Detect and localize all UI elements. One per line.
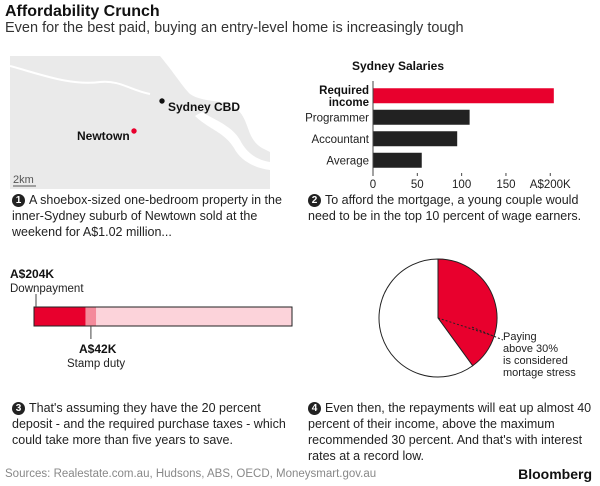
annotation-line-1: Paying	[503, 331, 537, 343]
suburb-label: Newtown	[77, 129, 130, 143]
stamp-duty-label: Stamp duty	[67, 358, 125, 370]
annotation-line-3: is considered	[503, 355, 568, 367]
map-panel: Sydney CBD Newtown 2km	[10, 56, 270, 189]
x-tick-label-2: 100	[452, 179, 471, 191]
downpayment-value: A$204K	[10, 267, 54, 281]
caption-1-text: A shoebox-sized one-bedroom property in …	[12, 193, 282, 239]
caption-4-number: 4	[308, 402, 321, 415]
threshold-line	[437, 317, 495, 337]
x-tick-label-4: A$200K	[530, 179, 571, 191]
category-label-0-line-2: income	[329, 97, 369, 109]
caption-1-number: 1	[12, 194, 25, 207]
cost-stacked-bar: A$204K Downpayment A$42K Stamp duty	[10, 267, 293, 370]
downpayment-label: Downpayment	[10, 283, 84, 295]
caption-4-text: Even then, the repayments will eat up al…	[308, 401, 592, 463]
chart-title: Affordability Crunch	[5, 3, 160, 20]
x-tick-label-0: 0	[370, 179, 376, 191]
map-river	[10, 65, 151, 95]
scale-label: 2km	[13, 174, 34, 186]
annotation-line-2: above 30%	[503, 343, 558, 355]
category-label-0-line-1: Required	[319, 85, 369, 97]
map-water	[160, 56, 270, 152]
x-tick-label-1: 50	[411, 179, 424, 191]
bar-2	[373, 131, 458, 147]
x-tick-label-3: 150	[496, 179, 515, 191]
sources-note: Sources: Realestate.com.au, Hudsons, ABS…	[5, 468, 377, 480]
caption-3: 3 That's assuming they have the 20 percen…	[12, 400, 297, 448]
caption-4: 4 Even then, the repayments will eat up a…	[308, 400, 593, 464]
annotation-line-4: mortage stress	[503, 367, 576, 379]
category-label-3: Average	[326, 155, 369, 167]
pie-slice-0	[437, 258, 498, 367]
bar-0	[373, 88, 554, 104]
caption-2-text: To afford the mortgage, a young couple w…	[308, 193, 582, 223]
salary-chart-title: Sydney Salaries	[352, 59, 444, 73]
map-svg: Sydney CBD Newtown 2km	[10, 56, 270, 189]
category-label-1: Programmer	[305, 112, 369, 124]
cbd-label: Sydney CBD	[168, 100, 240, 114]
brand-logo: Bloomberg	[518, 466, 592, 482]
bar-3	[373, 152, 422, 168]
chart-subtitle: Even for the best paid, buying an entry-…	[5, 20, 464, 36]
stack-segment-0	[34, 307, 86, 326]
bar-1	[373, 109, 470, 125]
caption-3-number: 3	[12, 402, 25, 415]
stamp-duty-value: A$42K	[79, 342, 117, 356]
stack-segment-1	[85, 307, 97, 326]
caption-3-text: That's assuming they have the 20 percent…	[12, 401, 286, 447]
stack-outline	[33, 306, 293, 327]
caption-2: 2 To afford the mortgage, a young couple …	[308, 192, 583, 224]
caption-2-number: 2	[308, 194, 321, 207]
category-label-2: Accountant	[311, 134, 369, 146]
map-water-channel	[195, 112, 270, 170]
pie-slice-1	[378, 258, 474, 378]
stack-segment-2	[96, 307, 292, 326]
suburb-marker	[131, 128, 137, 134]
annotation-leader	[471, 326, 504, 341]
cbd-marker	[159, 98, 165, 104]
